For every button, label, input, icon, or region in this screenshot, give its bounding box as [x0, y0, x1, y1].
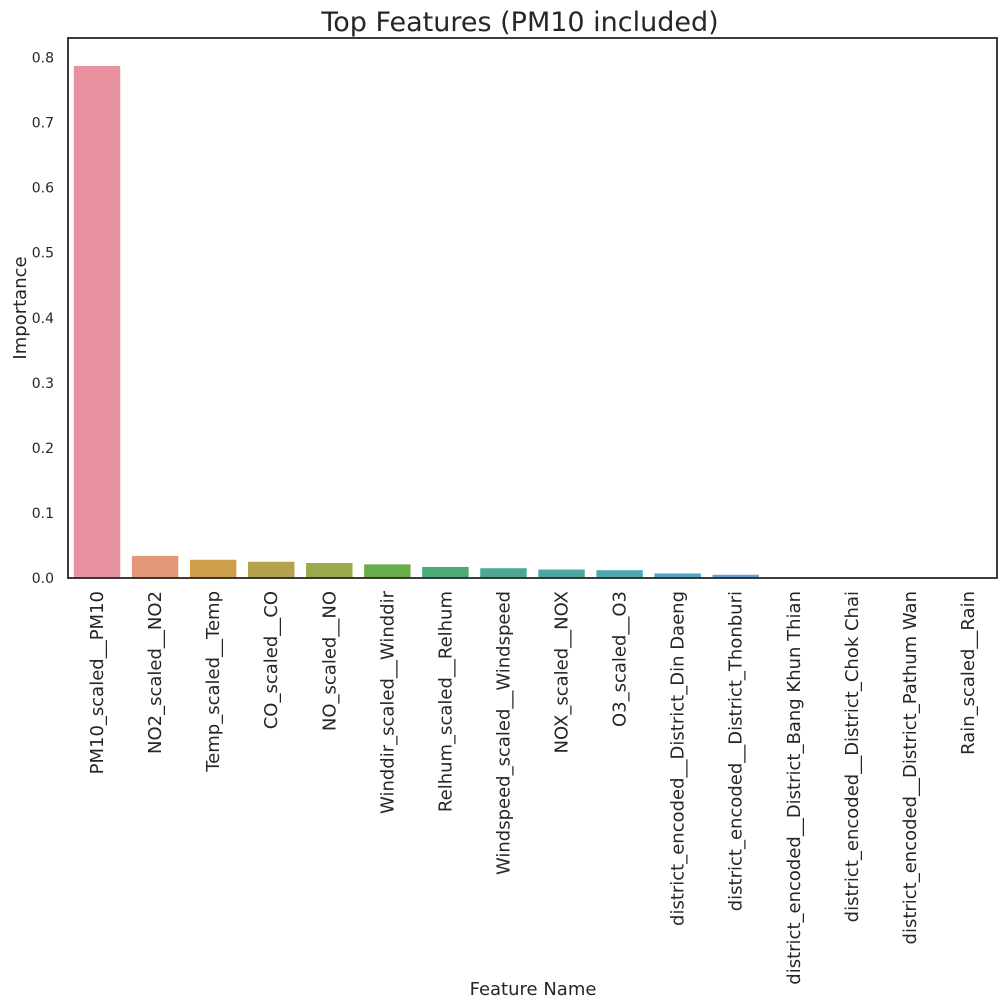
x-tick-label: NO2_scaled__NO2 — [145, 591, 166, 754]
chart-title: Top Features (PM10 included) — [320, 7, 718, 38]
y-axis-ticks: 0.0 0.1 0.2 0.3 0.4 0.5 0.6 0.7 0.8 — [32, 51, 54, 587]
bar — [422, 566, 469, 578]
plot-frame — [67, 37, 998, 579]
bars-layer — [73, 65, 992, 579]
y-tick-label: 0.3 — [32, 376, 54, 392]
x-tick-label: Winddir_scaled__Winddir — [377, 590, 398, 814]
y-tick-label: 0.6 — [32, 181, 54, 197]
y-tick-label: 0.2 — [32, 441, 54, 457]
y-tick-label: 0.5 — [32, 246, 54, 262]
x-tick-label: PM10_scaled__PM10 — [87, 591, 108, 774]
x-tick-label: district_encoded__District_Bang Khun Thi… — [784, 591, 805, 985]
x-tick-label: O3_scaled__O3 — [610, 591, 631, 727]
x-tick-label: Temp_scaled__Temp — [203, 591, 224, 773]
bar — [480, 568, 527, 578]
bar — [73, 65, 121, 579]
x-axis-label: Feature Name — [470, 979, 597, 1000]
bar — [247, 561, 295, 578]
y-tick-label: 0.1 — [32, 506, 54, 522]
x-tick-label: NO_scaled__NO — [319, 591, 340, 731]
y-tick-label: 0.0 — [32, 571, 54, 587]
x-tick-label: Relhum_scaled__Relhum — [435, 591, 456, 812]
x-tick-label: Windspeed_scaled__Windspeed — [493, 591, 514, 875]
bar — [538, 569, 585, 578]
y-tick-label: 0.4 — [32, 311, 54, 327]
x-tick-label: NOX_scaled__NOX — [552, 591, 573, 753]
x-tick-label: district_encoded__District_Thonburi — [726, 591, 747, 911]
x-tick-label: Rain_scaled__Rain — [958, 591, 979, 755]
bar — [654, 573, 701, 578]
x-axis-ticks: PM10_scaled__PM10 NO2_scaled__NO2 Temp_sca… — [87, 590, 979, 984]
x-tick-label: CO_scaled__CO — [261, 591, 282, 729]
bar — [306, 563, 353, 578]
x-tick-label: district_encoded__District_Pathum Wan — [900, 591, 921, 944]
bar — [712, 574, 759, 578]
bar — [364, 564, 411, 578]
bar — [189, 559, 237, 578]
x-tick-label: district_encoded__District_Chok Chai — [842, 591, 863, 922]
bar — [131, 555, 179, 578]
x-tick-label: district_encoded__District_Din Daeng — [668, 591, 689, 926]
y-axis-label: Importance — [10, 256, 31, 359]
y-tick-label: 0.8 — [32, 51, 54, 67]
y-tick-label: 0.7 — [32, 116, 54, 132]
bar — [596, 570, 643, 578]
